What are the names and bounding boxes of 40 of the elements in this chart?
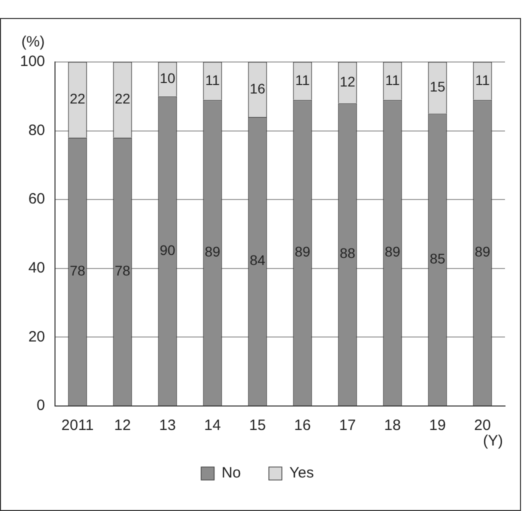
x-tick-label: 2011 [61, 417, 94, 434]
x-tick-label: 14 [204, 417, 221, 434]
x-tick-label: 15 [249, 417, 266, 434]
data-label: 22 [70, 90, 86, 107]
y-axis-title: (%) [21, 34, 45, 51]
data-label: 10 [160, 70, 176, 86]
data-label: 11 [385, 72, 400, 88]
data-label: 11 [475, 72, 490, 88]
data-label: 90 [160, 242, 176, 258]
legend-label: Yes [289, 464, 314, 482]
y-tick-label: 0 [36, 397, 46, 414]
data-label: 78 [114, 262, 131, 278]
data-label: 16 [250, 80, 266, 96]
x-tick-label: 16 [294, 417, 311, 434]
x-tick-label: 17 [339, 417, 356, 434]
x-axis-title: (Y) [483, 432, 503, 450]
y-tick-label: 40 [28, 260, 46, 277]
data-label: 89 [294, 244, 311, 260]
legend-label: No [222, 464, 241, 482]
y-tick-label: 100 [20, 53, 46, 70]
data-label: 85 [430, 250, 446, 266]
data-label: 89 [384, 244, 401, 260]
y-tick-label: 20 [28, 328, 46, 346]
x-tick-label: 12 [114, 417, 131, 434]
x-tick-label: 18 [384, 417, 401, 434]
data-label: 22 [114, 90, 131, 107]
data-label: 11 [205, 72, 220, 88]
x-tick-label: 20 [474, 417, 491, 434]
data-label: 88 [340, 245, 356, 262]
y-tick-label: 80 [28, 122, 46, 139]
x-tick-label: 13 [159, 417, 176, 434]
data-label: 84 [250, 252, 266, 268]
x-tick-label: 19 [429, 417, 446, 434]
y-tick-label: 60 [28, 190, 46, 208]
data-label: 12 [340, 74, 356, 90]
data-label: 89 [474, 244, 490, 260]
data-label: 89 [204, 244, 221, 260]
data-label: 78 [70, 262, 86, 278]
data-label: 15 [430, 78, 446, 95]
data-label: 11 [295, 72, 310, 88]
